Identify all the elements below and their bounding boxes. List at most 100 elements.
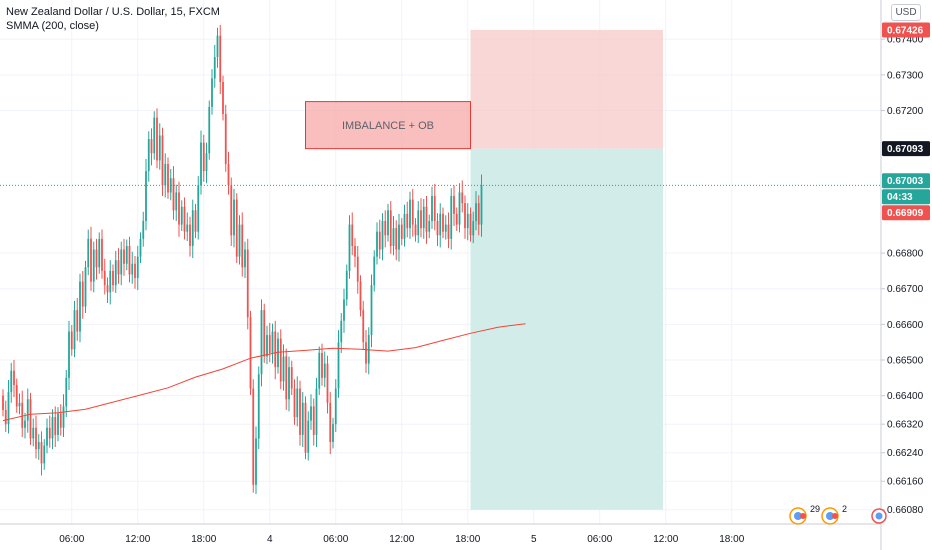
imbalance-ob-label: IMBALANCE + OB — [342, 120, 434, 132]
candle — [62, 394, 65, 438]
candle — [442, 207, 444, 239]
candle — [428, 214, 431, 239]
candle — [296, 376, 299, 427]
candle — [436, 213, 439, 246]
candle — [186, 212, 189, 241]
events-group-icon[interactable]: 29 — [789, 504, 820, 525]
candle — [433, 183, 436, 231]
candle — [13, 360, 15, 398]
candle — [92, 241, 95, 293]
svg-text:0.67093: 0.67093 — [887, 144, 924, 155]
candle — [378, 219, 381, 259]
time-tick-label: 06:00 — [587, 534, 612, 545]
symbol-legend[interactable]: New Zealand Dollar / U.S. Dollar, 15, FX… — [6, 6, 220, 18]
candle — [458, 183, 461, 233]
candle — [197, 176, 200, 240]
candle — [150, 128, 153, 166]
candle — [2, 389, 4, 417]
candle — [310, 394, 312, 430]
price-tick-label: 0.66500 — [887, 356, 924, 367]
candle — [161, 127, 164, 197]
imbalance-ob-box[interactable] — [305, 101, 471, 150]
smma-value-tag: 0.66909 — [882, 205, 930, 221]
candle — [200, 130, 202, 195]
candle — [134, 255, 136, 289]
candle — [35, 415, 37, 459]
time-tick-label: 18:00 — [455, 534, 480, 545]
position-zones — [470, 29, 664, 510]
candle — [431, 186, 433, 229]
candle — [147, 131, 150, 182]
candle — [282, 344, 285, 391]
candle — [238, 215, 241, 265]
candlesticks — [2, 24, 483, 495]
candle — [312, 398, 315, 446]
stop-loss-zone[interactable] — [470, 29, 664, 149]
candle — [249, 310, 252, 395]
time-tick-label: 18:00 — [191, 534, 216, 545]
candle — [332, 417, 334, 449]
price-tick-label: 0.66800 — [887, 249, 924, 260]
candle — [337, 330, 340, 398]
candle — [4, 400, 7, 433]
candle — [208, 100, 211, 160]
candle — [274, 320, 277, 380]
candle — [183, 197, 186, 240]
time-tick-label: 06:00 — [59, 534, 84, 545]
candle — [84, 260, 87, 313]
candle — [158, 123, 161, 170]
candle — [475, 191, 477, 231]
currency-unit-button[interactable]: USD — [891, 4, 921, 21]
candle — [392, 216, 395, 256]
candle — [32, 418, 35, 447]
candle — [153, 111, 156, 160]
candle — [290, 360, 293, 395]
candle — [79, 273, 81, 343]
candle — [101, 229, 103, 279]
time-axis[interactable]: 06:00 12:00 18:00 4 06:00 12:00 18:00 5 06:00 12:… — [0, 523, 881, 545]
price-tick-label: 0.67400 — [887, 35, 924, 46]
candle — [252, 379, 255, 493]
more-events-icon[interactable] — [871, 508, 887, 524]
candle — [106, 277, 109, 303]
candle — [469, 207, 472, 242]
svg-text:0.66909: 0.66909 — [887, 208, 924, 219]
candle — [172, 166, 175, 220]
candle — [202, 134, 205, 182]
candle — [395, 220, 398, 261]
dividend-icon[interactable]: 2 — [821, 504, 847, 525]
candle — [420, 198, 422, 238]
candle — [260, 299, 263, 387]
candle — [178, 181, 180, 237]
indicator-legend[interactable]: SMMA (200, close) — [6, 20, 99, 32]
candle — [222, 75, 224, 121]
candle — [112, 264, 114, 292]
candle — [169, 168, 172, 201]
price-tick-label: 0.66080 — [887, 505, 924, 516]
candle — [230, 177, 233, 246]
candle — [271, 323, 274, 364]
candle — [439, 203, 442, 248]
candle — [24, 412, 26, 439]
price-axis[interactable]: 0.66080 0.66160 0.66240 0.66320 0.66400 0.665… — [880, 0, 924, 550]
candle — [246, 238, 249, 330]
candle — [354, 238, 356, 268]
candle — [293, 379, 296, 425]
candle — [447, 212, 450, 249]
candle — [315, 377, 318, 448]
time-tick-label: 06:00 — [323, 534, 348, 545]
svg-text:0.67003: 0.67003 — [887, 176, 924, 187]
candle — [216, 27, 219, 68]
time-tick-label: 12:00 — [125, 534, 150, 545]
take-profit-zone[interactable] — [470, 148, 664, 510]
candle — [98, 232, 101, 274]
event-badges[interactable]: 29 2 — [789, 504, 887, 525]
candle — [109, 260, 112, 305]
price-tick-label: 0.66700 — [887, 284, 924, 295]
candle — [455, 207, 458, 231]
candle — [211, 69, 213, 115]
countdown-tag: 04:33 — [882, 189, 930, 205]
time-tick-label: 4 — [267, 534, 273, 545]
candle — [373, 250, 376, 292]
